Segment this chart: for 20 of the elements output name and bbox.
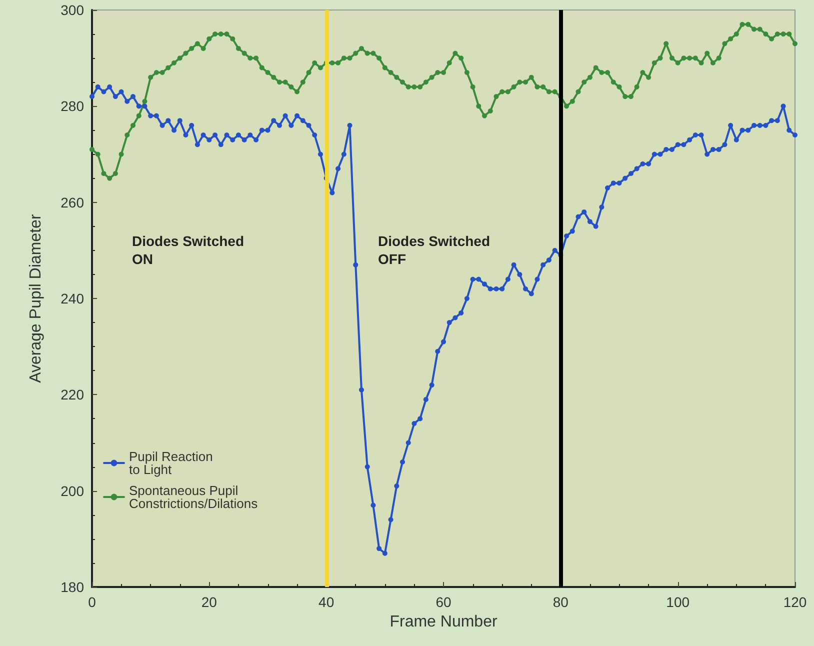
y-axis-title: Average Pupil Diameter <box>28 213 44 383</box>
y-tick-label: 180 <box>60 579 84 595</box>
x-tick-label: 40 <box>318 594 334 610</box>
y-tick-label: 260 <box>60 194 84 210</box>
y-tick-label: 280 <box>60 98 84 114</box>
legend-label: Pupil Reaction to Light <box>129 449 213 477</box>
y-tick-label: 220 <box>60 386 84 403</box>
x-tick-label: 80 <box>552 594 569 610</box>
annotation: Diodes Switched ON <box>132 233 244 267</box>
y-tick-label: 240 <box>60 290 84 306</box>
y-tick-label: 300 <box>60 2 84 18</box>
x-tick-label: 20 <box>201 594 218 610</box>
x-tick-label: 120 <box>783 594 807 610</box>
y-tick-label: 200 <box>60 482 84 499</box>
x-axis-title: Frame Number <box>390 613 498 630</box>
legend-label: Spontaneous Pupil Constrictions/Dilations <box>129 483 258 511</box>
x-tick-label: 100 <box>666 594 690 610</box>
x-tick-label: 60 <box>436 594 452 610</box>
x-tick-label: 0 <box>88 594 96 610</box>
annotation: Diodes Switched OFF <box>378 233 490 267</box>
